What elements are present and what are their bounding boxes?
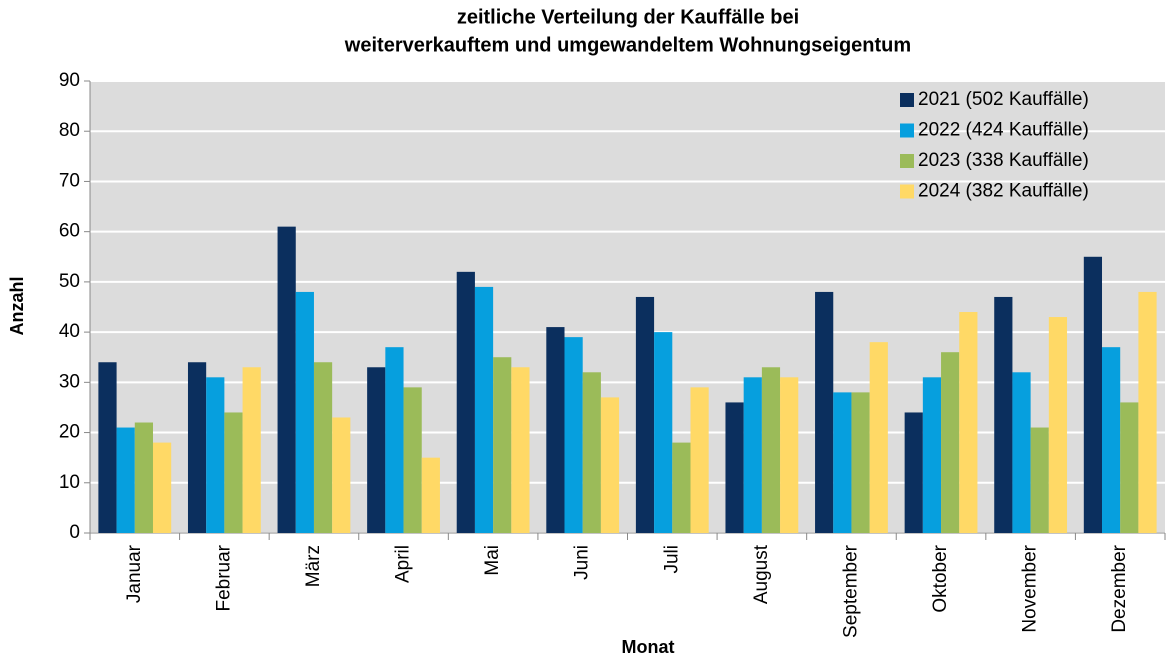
bar bbox=[815, 291, 834, 533]
bar bbox=[313, 362, 333, 533]
bar bbox=[994, 296, 1013, 533]
bar bbox=[385, 347, 404, 533]
x-tick-label: Oktober bbox=[930, 544, 951, 612]
legend-label: 2023 (338 Kauffälle) bbox=[918, 150, 1089, 171]
bar bbox=[456, 271, 475, 533]
bar bbox=[654, 332, 673, 533]
bar bbox=[277, 226, 296, 533]
bar bbox=[690, 387, 709, 533]
bar bbox=[134, 422, 153, 533]
y-tick-label: 90 bbox=[59, 70, 80, 91]
legend-label: 2024 (382 Kauffälle) bbox=[918, 181, 1089, 202]
bar bbox=[187, 362, 207, 533]
y-tick-label: 50 bbox=[59, 271, 80, 292]
x-tick-label: August bbox=[751, 544, 772, 604]
bar bbox=[564, 337, 583, 533]
bar bbox=[1048, 317, 1068, 533]
x-tick-label: Dezember bbox=[1109, 544, 1130, 632]
bar bbox=[493, 357, 512, 533]
x-tick-label: April bbox=[393, 545, 414, 583]
chart-title: weiterverkauftem und umgewandeltem Wohnu… bbox=[344, 34, 911, 56]
bar bbox=[851, 392, 870, 533]
bar bbox=[1083, 256, 1103, 533]
bar bbox=[635, 296, 655, 533]
x-tick-label: Juli bbox=[661, 545, 682, 574]
bar bbox=[1030, 427, 1049, 533]
bar bbox=[904, 412, 923, 533]
bar bbox=[206, 377, 225, 533]
x-tick-label: Juni bbox=[572, 545, 593, 580]
bar bbox=[1120, 402, 1139, 533]
bar bbox=[98, 362, 117, 533]
y-tick-label: 40 bbox=[59, 321, 80, 342]
bar bbox=[367, 367, 386, 533]
bar bbox=[116, 427, 135, 533]
x-tick-label: Februar bbox=[213, 544, 234, 611]
y-tick-label: 70 bbox=[59, 170, 80, 191]
bar bbox=[761, 367, 781, 533]
y-tick-label: 60 bbox=[59, 221, 80, 242]
bar bbox=[421, 457, 440, 533]
bar bbox=[546, 327, 565, 533]
x-tick-label: November bbox=[1020, 544, 1041, 632]
bar bbox=[403, 387, 422, 533]
bar bbox=[672, 442, 691, 533]
y-tick-label: 20 bbox=[59, 422, 80, 443]
x-axis-title: Monat bbox=[622, 637, 675, 657]
y-tick-label: 0 bbox=[69, 522, 80, 543]
bar bbox=[582, 372, 601, 533]
x-tick-label: März bbox=[303, 545, 324, 587]
bar bbox=[600, 397, 620, 533]
plot-area bbox=[90, 81, 1165, 533]
bar bbox=[1102, 347, 1121, 533]
bar bbox=[743, 377, 762, 533]
bar bbox=[332, 417, 351, 533]
y-tick-label: 80 bbox=[59, 120, 80, 141]
bar bbox=[152, 442, 172, 533]
y-tick-label: 10 bbox=[59, 472, 80, 493]
x-tick-label: Mai bbox=[482, 545, 503, 576]
legend-swatch bbox=[900, 123, 914, 138]
x-tick-label: September bbox=[840, 544, 861, 638]
bar bbox=[474, 286, 494, 533]
bar bbox=[511, 367, 530, 533]
x-tick-label: Januar bbox=[124, 544, 145, 603]
bar bbox=[295, 291, 314, 533]
bar bbox=[780, 377, 799, 533]
bar bbox=[242, 367, 261, 533]
bar bbox=[869, 342, 888, 533]
legend-swatch bbox=[900, 154, 914, 168]
bar bbox=[725, 402, 744, 533]
y-tick-label: 30 bbox=[59, 371, 80, 392]
legend-label: 2021 (502 Kauffälle) bbox=[918, 89, 1089, 110]
bar bbox=[1138, 291, 1157, 533]
legend-swatch bbox=[900, 184, 914, 199]
legend-label: 2022 (424 Kauffälle) bbox=[918, 120, 1089, 141]
bar bbox=[941, 352, 960, 533]
bar bbox=[833, 392, 852, 533]
bar bbox=[959, 312, 978, 533]
legend-swatch bbox=[900, 93, 914, 107]
bar bbox=[1012, 372, 1031, 533]
bar bbox=[224, 412, 243, 533]
bar bbox=[922, 377, 942, 533]
chart-title: zeitliche Verteilung der Kauffälle bei bbox=[457, 6, 799, 28]
y-axis-title: Anzahl bbox=[7, 276, 27, 335]
